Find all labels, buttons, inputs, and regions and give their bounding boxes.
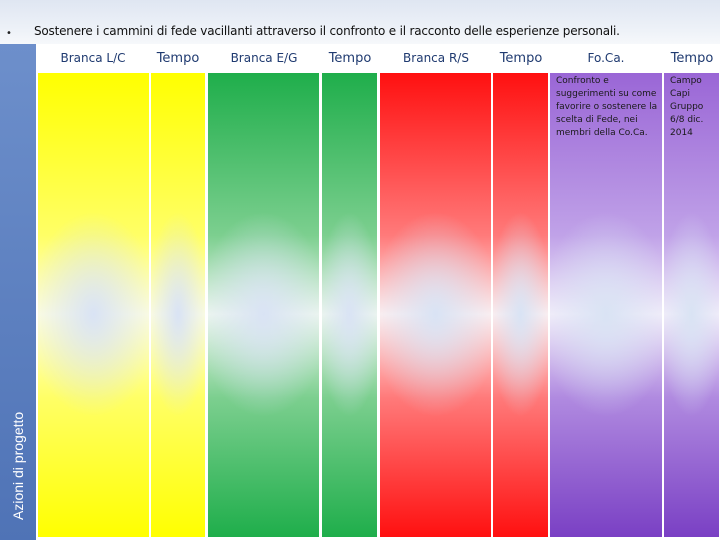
column-header-branca-eg: Branca E/G [230,51,298,65]
column-header-tempo-1: Tempo [156,51,200,66]
side-label: Azioni di progetto [10,411,26,520]
column-branca-lc [37,72,150,538]
column-header-tempo-3: Tempo [499,51,543,66]
column-tempo-1 [150,72,206,538]
column-header-tempo-4: Tempo [670,51,714,66]
bullet-marker: • [6,28,12,39]
slide-title: Sostenere i cammini di fede vacillanti a… [34,24,620,38]
column-foca [549,72,663,538]
column-tempo-4 [663,72,720,538]
column-header-branca-lc: Branca L/C [60,51,126,65]
column-tempo-2 [321,72,378,538]
side-bar [0,44,36,540]
foca-tempo-text: Campo Capi Gruppo 6/8 dic. 2014 [670,76,704,138]
column-tempo-3 [492,72,549,538]
column-branca-rs [379,72,492,538]
column-header-branca-rs: Branca R/S [403,51,469,65]
column-header-foca: Fo.Ca. [587,51,625,65]
column-header-tempo-2: Tempo [328,51,372,66]
title-band [0,0,720,44]
column-branca-eg [207,72,320,538]
foca-action-text: Confronto e suggerimenti su come favorir… [556,76,658,138]
